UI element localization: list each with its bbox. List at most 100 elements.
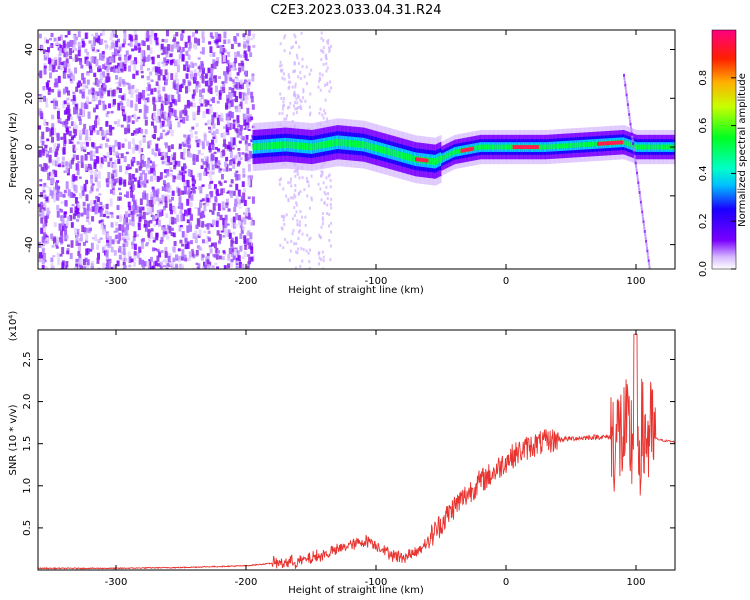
- heatmap-sparse-cell: [287, 80, 290, 84]
- heatmap-noise-cell: [169, 94, 173, 101]
- heatmap-noise-cell: [219, 50, 223, 54]
- heatmap-noise-cell: [209, 32, 213, 38]
- heatmap-noise-cell: [206, 171, 210, 174]
- heatmap-tail-cell: [638, 187, 641, 191]
- heatmap-noise-cell: [198, 172, 202, 181]
- heatmap-noise-cell: [184, 233, 188, 241]
- heatmap-ridge-cell: [364, 141, 367, 149]
- heatmap-noise-cell: [227, 123, 231, 127]
- heatmap-peak-cell: [465, 147, 469, 152]
- heatmap-sparse-cell: [284, 34, 287, 38]
- colorbar-gradient: [712, 30, 736, 269]
- heatmap-noise-cell: [94, 170, 98, 177]
- spectrogram-heatmap: [38, 30, 675, 269]
- heatmap-ridge-cell: [634, 144, 637, 150]
- heatmap-noise-cell: [88, 168, 92, 173]
- heatmap-noise-cell: [216, 211, 220, 217]
- heatmap-noise-cell: [69, 163, 73, 169]
- heatmap-noise-cell: [80, 212, 84, 217]
- heatmap-ridge-cell: [585, 142, 588, 147]
- heatmap-sparse-cell: [319, 187, 322, 191]
- heatmap-noise-cell: [135, 168, 139, 173]
- heatmap-noise-cell: [64, 229, 68, 235]
- heatmap-noise-cell: [144, 32, 148, 40]
- heatmap-noise-cell: [106, 111, 110, 114]
- heatmap-ridge-cell: [547, 144, 550, 150]
- heatmap-noise-cell: [147, 220, 151, 228]
- heatmap-noise-cell: [123, 217, 127, 225]
- heatmap-sparse-cell: [287, 73, 290, 77]
- heatmap-noise-cell: [202, 265, 206, 269]
- heatmap-ridge-cell: [366, 142, 369, 150]
- heatmap-noise-cell: [237, 152, 241, 157]
- heatmap-sparse-cell: [318, 111, 321, 115]
- heatmap-noise-cell: [135, 94, 139, 103]
- heatmap-noise-cell: [56, 193, 60, 201]
- heatmap-sparse-cell: [308, 237, 311, 241]
- colorbar-ticks: 0.00.20.40.60.8: [698, 70, 736, 277]
- heatmap-noise-cell: [226, 223, 230, 226]
- heatmap-ridge-cell: [314, 142, 317, 150]
- heatmap-noise-cell: [58, 57, 62, 66]
- heatmap-ridge-cell: [278, 141, 281, 149]
- heatmap-noise-cell: [147, 230, 151, 239]
- heatmap-noise-cell: [215, 247, 219, 254]
- heatmap-noise-cell: [252, 33, 256, 39]
- heatmap-sparse-cell: [323, 109, 326, 113]
- snr-y-tick-label: 2.0: [22, 394, 33, 410]
- heatmap-ridge-cell: [636, 144, 638, 150]
- heatmap-noise-cell: [210, 139, 214, 145]
- heatmap-noise-cell: [114, 221, 118, 227]
- heatmap-noise-cell: [75, 239, 79, 247]
- heatmap-noise-cell: [61, 161, 65, 165]
- heatmap-sparse-cell: [281, 76, 284, 80]
- colorbar-label: Normalized spectral amplitude: [737, 73, 748, 227]
- snr-y-tick-label: 0.5: [22, 520, 33, 536]
- heatmap-noise-cell: [166, 235, 170, 240]
- heatmap-noise-cell: [74, 185, 78, 193]
- heatmap-noise-cell: [177, 258, 181, 263]
- heatmap-sparse-cell: [286, 106, 289, 110]
- heatmap-noise-cell: [234, 224, 238, 227]
- heatmap-noise-cell: [49, 62, 53, 67]
- heatmap-noise-cell: [214, 157, 218, 163]
- spectrogram-frame: [37, 29, 676, 270]
- heatmap-sparse-cell: [297, 94, 300, 98]
- heatmap-sparse-cell: [296, 56, 299, 60]
- heatmap-ridge-cell: [645, 144, 648, 150]
- snr-x-tick-label: -200: [235, 577, 258, 588]
- heatmap-noise-cell: [243, 44, 247, 49]
- heatmap-noise-cell: [156, 175, 160, 182]
- heatmap-sparse-cell: [296, 101, 299, 105]
- heatmap-noise-cell: [74, 105, 78, 110]
- heatmap-noise-cell: [235, 183, 239, 191]
- heatmap-noise-cell: [99, 201, 103, 206]
- heatmap-noise-cell: [123, 232, 127, 241]
- heatmap-ridge-cell: [391, 149, 394, 157]
- heatmap-noise-cell: [91, 142, 95, 147]
- heatmap-noise-cell: [99, 80, 103, 83]
- heatmap-sparse-cell: [329, 80, 332, 84]
- heatmap-noise-cell: [68, 139, 72, 145]
- heatmap-noise-cell: [220, 151, 224, 158]
- heatmap-sparse-cell: [294, 40, 297, 44]
- heatmap-noise-cell: [149, 219, 153, 224]
- heatmap-noise-cell: [134, 47, 138, 51]
- heatmap-noise-cell: [167, 255, 171, 263]
- heatmap-noise-cell: [135, 144, 139, 149]
- heatmap-ridge-cell: [350, 139, 352, 147]
- heatmap-sparse-cell: [321, 250, 324, 254]
- heatmap-noise-cell: [164, 93, 168, 100]
- heatmap-noise-cell: [61, 215, 65, 224]
- heatmap-noise-cell: [143, 104, 147, 112]
- heatmap-noise-cell: [40, 217, 44, 224]
- heatmap-noise-cell: [239, 245, 243, 252]
- heatmap-noise-cell: [155, 143, 159, 152]
- heatmap-noise-cell: [79, 82, 83, 87]
- heatmap-ridge-cell: [305, 143, 308, 150]
- heatmap-noise-cell: [67, 216, 71, 222]
- heatmap-noise-cell: [184, 209, 188, 217]
- heatmap-sparse-cell: [285, 194, 288, 198]
- heatmap-ridge-cell: [292, 141, 295, 149]
- heatmap-noise-cell: [71, 181, 75, 189]
